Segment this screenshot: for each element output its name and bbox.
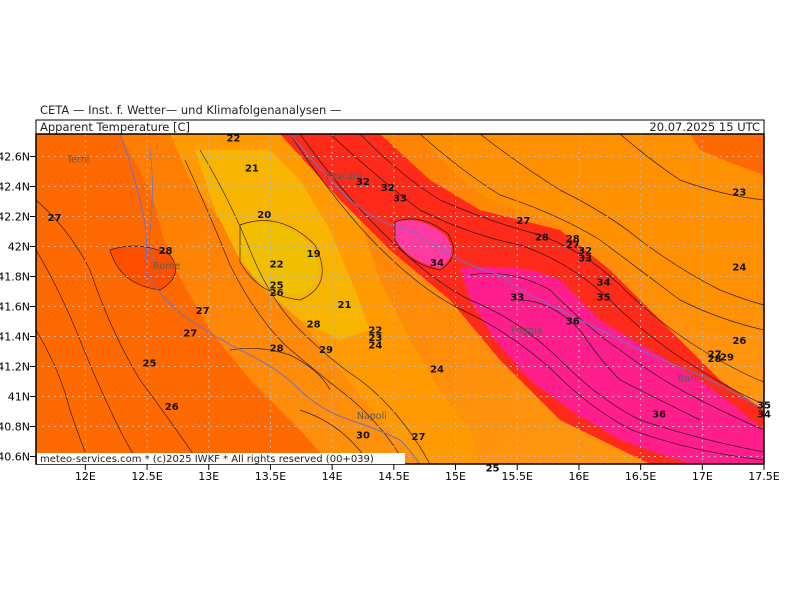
contour-value-label: 26 xyxy=(270,288,284,299)
contour-value-label: 28 xyxy=(307,320,321,331)
lat-tick-label: 40.6N xyxy=(0,451,30,464)
lat-tick-label: 42N xyxy=(8,241,30,254)
lat-tick-label: 41.6N xyxy=(0,301,30,314)
contour-value-label: 36 xyxy=(652,410,666,421)
lon-tick-label: 16.5E xyxy=(625,470,656,483)
river-tiber xyxy=(149,149,156,266)
contour-value-label: 32 xyxy=(578,246,592,257)
lat-tick-label: 41.8N xyxy=(0,271,30,284)
contour-value-label: 26 xyxy=(732,336,746,347)
lon-tick-label: 13E xyxy=(198,470,219,483)
contour-lines xyxy=(36,134,764,464)
contour-value-label: 22 xyxy=(270,260,284,271)
contour-value-label: 29 xyxy=(720,353,734,364)
contour-value-label: 28 xyxy=(708,354,722,365)
contour-value-label: 32 xyxy=(381,183,395,194)
contour-value-label: 36 xyxy=(566,317,580,328)
lat-tick-label: 41.2N xyxy=(0,361,30,374)
contour-value-label: 27 xyxy=(412,432,426,443)
valid-time: 20.07.2025 15 UTC xyxy=(649,120,760,134)
contour-value-label: 24 xyxy=(368,341,382,352)
city-label: Napoli xyxy=(357,411,387,422)
contour-value-label: 29 xyxy=(319,345,333,356)
lat-tick-label: 41.4N xyxy=(0,331,30,344)
contour-value-label: 32 xyxy=(356,177,370,188)
contour-value-label: 24 xyxy=(732,263,746,274)
institute-title: CETA — Inst. f. Wetter— und Klimafolgena… xyxy=(40,103,341,117)
contour-value-label: 27 xyxy=(516,216,530,227)
city-labels: Terni Pescara Rome Napoli Foggia Bari xyxy=(66,155,697,423)
contour-value-label: 23 xyxy=(368,333,382,344)
contour-value-label: 28 xyxy=(535,233,549,244)
contour-value-label: 35 xyxy=(597,293,611,304)
lon-tick-label: 12E xyxy=(75,470,96,483)
contour-value-label: 25 xyxy=(270,281,284,292)
credit-box xyxy=(37,453,405,464)
lon-tick-label: 15E xyxy=(445,470,466,483)
contour-value-label: 23 xyxy=(732,188,746,199)
lon-tick-label: 17.5E xyxy=(748,470,779,483)
coastline-adriatic xyxy=(289,134,764,411)
lon-tick-label: 14E xyxy=(322,470,343,483)
lat-tick-label: 42.4N xyxy=(0,181,30,194)
contour-value-label: 19 xyxy=(307,249,321,260)
field-east-warm xyxy=(690,134,764,175)
contour-value-label: 30 xyxy=(356,431,370,442)
contour-value-label: 33 xyxy=(578,254,592,265)
contour-value-label: 33 xyxy=(510,293,524,304)
contour-value-label: 34 xyxy=(597,278,611,289)
longitude-axis: 12E 12.5E 13E 13.5E 14E 14.5E 15E 15.5E 16E 16.5E… xyxy=(75,464,780,483)
contour-value-label: 21 xyxy=(338,300,352,311)
contour-value-label: 27 xyxy=(196,306,210,317)
lon-tick-label: 14.5E xyxy=(378,470,409,483)
contour-value-label: 28 xyxy=(159,246,173,257)
credit-text: meteo-services.com * (c)2025 IWKF * All … xyxy=(40,454,374,465)
lon-tick-label: 17E xyxy=(692,470,713,483)
contour-value-label: 25 xyxy=(143,359,157,370)
lat-tick-label: 42.2N xyxy=(0,211,30,224)
contour-value-label: 34 xyxy=(430,258,444,269)
field-puglia-pink xyxy=(460,266,764,464)
city-label: Pescara xyxy=(326,171,363,182)
lat-tick-label: 42.6N xyxy=(0,151,30,164)
city-label: Rome xyxy=(153,261,180,272)
field-east-sea xyxy=(420,134,764,340)
city-label: Bari xyxy=(678,374,697,385)
field-gargano-pink xyxy=(395,220,452,268)
city-label: Terni xyxy=(66,155,89,166)
lat-tick-label: 41N xyxy=(8,391,30,404)
contour-value-label: 27 xyxy=(183,329,197,340)
lon-tick-label: 15.5E xyxy=(501,470,532,483)
latitude-axis: 42.6N 42.4N 42.2N 42N 41.8N 41.6N 41.4N 41.2N 41… xyxy=(0,151,36,464)
lon-tick-label: 12.5E xyxy=(131,470,162,483)
contour-value-label: 20 xyxy=(257,210,271,221)
contour-value-label: 33 xyxy=(393,194,407,205)
lon-tick-label: 13.5E xyxy=(255,470,286,483)
field-rome-hot xyxy=(110,246,176,290)
contour-value-label: 22 xyxy=(368,326,382,337)
contour-value-label: 28 xyxy=(566,234,580,245)
contour-value-label: 24 xyxy=(430,365,444,376)
contour-value-label: 27 xyxy=(48,213,62,224)
contour-value-label: 27 xyxy=(708,350,722,361)
parameter-label: Apparent Temperature [C] xyxy=(40,120,190,134)
city-label: Foggia xyxy=(511,326,542,337)
contour-value-label: 27 xyxy=(566,240,580,251)
contour-value-label: 21 xyxy=(245,164,259,175)
contour-value-label: 22 xyxy=(226,134,240,145)
lon-tick-label: 16E xyxy=(568,470,589,483)
coastline xyxy=(119,134,421,464)
contour-value-label: 28 xyxy=(270,344,284,355)
contour-value-label: 25 xyxy=(486,464,500,475)
map-field xyxy=(36,134,764,464)
contour-value-label: 26 xyxy=(165,402,179,413)
lat-tick-label: 40.8N xyxy=(0,421,30,434)
